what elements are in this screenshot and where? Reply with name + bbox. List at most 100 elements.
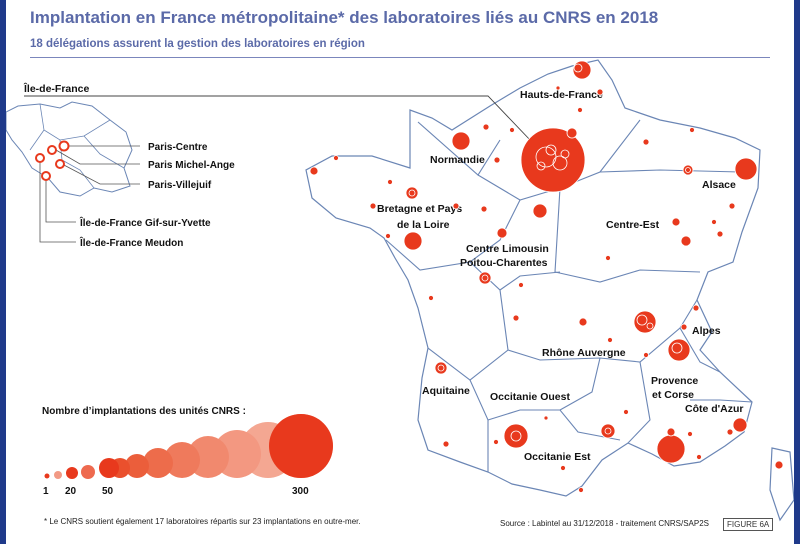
bubble [493,439,499,445]
bubble-lyon [633,310,657,334]
bubble-brest [309,166,319,176]
corsica-outline [769,447,794,522]
region-label-provence-line1: Provence [651,375,698,387]
region-label-centre-limousin-line1: Centre Limousin [466,243,549,255]
inset-label-paris-villejuif: Paris-Villejuif [148,180,212,191]
bubble [428,295,434,301]
bubble [687,431,693,437]
bubble [512,314,520,322]
bubble-nancy-ring [685,167,691,173]
legend-bubble-20 [66,467,78,479]
bubble [726,428,734,436]
inset-marker-paris-michel-ange [47,145,57,155]
bubble-corte [774,460,784,470]
legend-scale-bubble [143,448,173,478]
bubble [493,156,501,164]
bubble-grenoble-ring [671,342,683,354]
bubble [442,440,450,448]
legend-scale-bubble [164,442,200,478]
region-label-aquitaine: Aquitaine [422,385,470,397]
bubble [716,230,724,238]
region-label-alpes: Alpes [692,325,721,337]
bubble [543,415,549,421]
bubble-lyon-ring [636,314,648,326]
legend-value-50: 50 [102,486,114,497]
region-label-occitanie-ouest: Occitanie Ouest [490,391,570,403]
bubble-orleans [532,203,548,219]
legend-value-300: 300 [292,486,309,497]
bubble-caen [451,131,471,151]
bubble [482,123,490,131]
figure-subtitle: 18 délégations assurent la gestion des l… [30,38,365,50]
inset-leaders [39,145,140,243]
region-label-bretagne-line1: Bretagne et Pays [377,203,462,215]
legend-bubble-300 [269,414,333,478]
bubble-montpellier [600,423,616,439]
bubble [680,323,688,331]
bubble [387,179,393,185]
bubble [643,352,649,358]
bubble [385,233,391,239]
bubble [566,127,578,139]
source-note: Source : Labintel au 31/12/2018 - traite… [500,519,710,528]
bubble [452,202,460,210]
bubble-grenoble [667,338,691,362]
legend-bubble-1 [44,473,50,479]
region-label-bretagne-line2: de la Loire [397,219,450,231]
legend-value-20: 20 [65,486,77,497]
bubble [555,85,561,91]
bubble-paris-ring [545,144,557,156]
bubble [509,127,515,133]
bubble [607,337,613,343]
legend-bubbles [44,414,333,479]
bubble [692,304,700,312]
bubble [578,487,584,493]
legend-bubble-50 [99,458,119,478]
bubble-rennes-ring [408,189,416,197]
france-map: Hauts-de-France Normandie Alsace Bretagn… [6,59,794,522]
bubble-montpellier-ring [604,427,612,435]
legend-title: Nombre d’implantations des unités CNRS : [42,406,246,417]
inset-label-meudon: Île-de-France Meudon [79,236,183,249]
bubble [623,409,629,415]
bubble [728,202,736,210]
region-label-provence-line2: et Corse [652,389,694,401]
bubble-poitiers-ring [481,274,489,282]
inset-marker-meudon [35,153,45,163]
inset-marker-paris-villejuif [55,159,65,169]
figure-number: FIGURE 6A [723,518,774,531]
inset-lab-markers [35,140,70,181]
bubble [560,465,566,471]
region-label-centre-est: Centre-Est [606,219,660,231]
bubble-dijon [680,235,692,247]
region-label-cote-azur: Côte d'Azur [685,403,744,415]
bubble-bordeaux-ring [437,364,445,372]
bubble [605,255,611,261]
bubble [689,127,695,133]
bubble-rennes [405,186,419,200]
map-figure: Implantation en France métropolitaine* d… [6,0,794,544]
legend-scale-bubble [54,471,62,479]
bubble [333,155,339,161]
bubble-paris-ring [536,161,546,171]
bubble-poitiers [478,271,492,285]
bubble [577,107,583,113]
bubble [711,219,717,225]
bubble [642,138,650,146]
bubble-tours [496,227,508,239]
legend-scale-bubble [125,454,149,478]
bubble [518,282,524,288]
inset-marker-paris-centre [58,140,70,152]
bubble [671,217,681,227]
bubble-lille-ring [573,63,583,73]
bubble-lille [572,60,592,80]
region-label-occitanie-est: Occitanie Est [524,451,591,463]
inset-marker-gif [41,171,51,181]
inset-label-paris-michel-ange: Paris Michel-Ange [148,160,235,171]
region-label-hauts-de-france: Hauts-de-France [520,89,603,101]
bubble-toulouse-ring [510,430,522,442]
bubble-clermont [578,317,588,327]
bubble-marseille [656,434,686,464]
bubble-bordeaux [434,361,448,375]
legend-value-1: 1 [43,486,49,497]
